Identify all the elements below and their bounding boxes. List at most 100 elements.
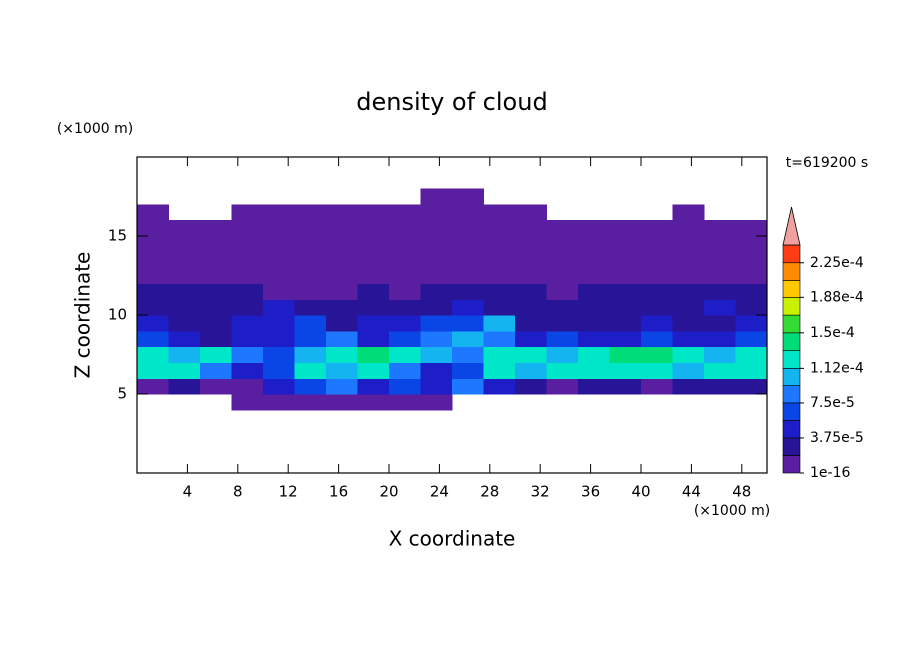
contour-cell [231,204,264,221]
contour-cell [326,378,359,395]
contour-cell [168,346,201,363]
contour-cell [704,378,737,395]
contour-cell [420,220,453,237]
contour-cell [672,283,705,300]
contour-cell [231,251,264,269]
contour-cell [578,330,611,348]
contour-cell [137,236,170,253]
contour-cell [672,236,705,253]
contour-cell [326,236,359,253]
contour-cell [452,267,485,284]
contour-cell [483,220,516,237]
contour-cell [263,251,296,269]
contour-cell [137,251,170,269]
contour-cell [483,283,516,300]
contour-cell [420,236,453,253]
contour-cell [672,378,705,395]
contour-cell [200,220,233,237]
contour-cell [704,267,737,284]
contour-cell [704,330,737,348]
contour-cell [168,362,201,379]
contour-cell [137,299,170,316]
contour-cell [200,283,233,300]
contour-cell [326,315,359,332]
contour-cell [326,267,359,284]
contour-cell [735,315,768,332]
contour-cell [641,236,674,253]
contour-cell [641,267,674,284]
contour-cell [231,394,264,411]
contour-cell [168,220,201,237]
contour-cell [326,362,359,379]
contour-cell [420,315,453,332]
y-tick-label: 5 [117,385,127,403]
contour-cell [263,346,296,363]
contour-cell [483,251,516,269]
contour-cell [452,283,485,300]
contour-cell [294,362,327,379]
contour-cell [735,283,768,300]
contour-cell [357,283,390,300]
contour-cell [200,236,233,253]
y-tick-label: 15 [108,227,127,245]
contour-cell [137,267,170,284]
x-tick-label: 8 [233,483,243,501]
contour-cell [704,236,737,253]
contour-cell [672,346,705,363]
contour-cell [609,251,642,269]
contour-cell [231,315,264,332]
contour-cell [231,330,264,348]
contour-cell [326,283,359,300]
contour-cell [578,251,611,269]
contour-cell [735,236,768,253]
contour-cell [483,267,516,284]
y-axis-title: Z coordinate [71,252,95,379]
contour-cell [578,299,611,316]
colorbar-tick-label: 1.5e-4 [810,325,855,341]
contour-cell [641,299,674,316]
contour-cell [389,204,422,221]
contour-cell [137,220,170,237]
contour-cell [672,251,705,269]
contour-cell [578,220,611,237]
contour-cell [389,362,422,379]
contour-cell [231,362,264,379]
contour-cell [452,378,485,395]
colorbar-tick-label: 3.75e-5 [810,430,864,446]
contour-cell [357,236,390,253]
contour-cell [357,362,390,379]
colorbar-band [782,420,801,439]
contour-cell [420,188,453,205]
contour-cell [641,315,674,332]
contour-cell [735,378,768,395]
y-unit: (×1000 m) [57,121,133,137]
contour-cell [326,346,359,363]
contour-cell [200,315,233,332]
contour-cell [263,236,296,253]
contour-cell [389,315,422,332]
contour-cell [578,267,611,284]
contour-cell [483,362,516,379]
contour-cell [515,378,548,395]
contour-cell [452,251,485,269]
colorbar-band [782,402,801,421]
contour-cell [672,204,705,221]
x-tick-label: 4 [183,483,193,501]
contour-cell [137,378,170,395]
contour-cell [357,204,390,221]
contour-cell [735,330,768,348]
colorbar-extend [782,206,801,246]
x-tick-label: 24 [430,483,449,501]
colorbar-tick-label: 2.25e-4 [810,255,864,271]
contour-cell [641,283,674,300]
colorbar-band [782,244,801,264]
contour-cell [735,299,768,316]
contour-cell [452,236,485,253]
contour-cell [263,267,296,284]
contour-cell [546,236,579,253]
contour-cell [420,299,453,316]
contour-cell [294,267,327,284]
contour-cell [294,204,327,221]
colorbar-band [782,332,801,351]
contour-cell [389,267,422,284]
